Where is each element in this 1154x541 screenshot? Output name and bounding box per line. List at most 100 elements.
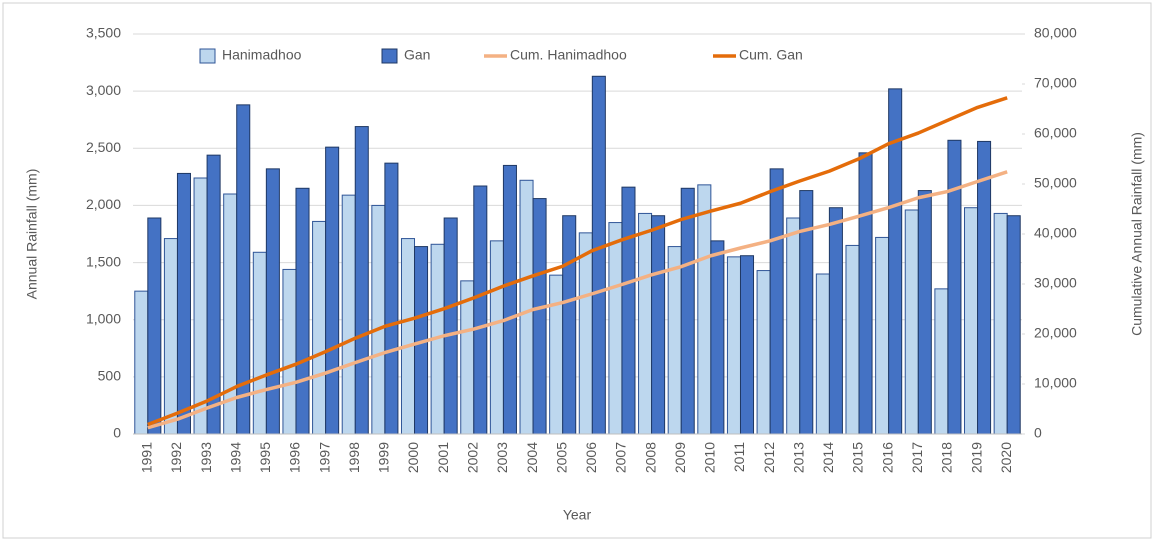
x-tick-label: 1999 xyxy=(376,442,392,473)
x-tick-label: 2006 xyxy=(583,442,599,473)
y-axis-title: Annual Rainfall (mm) xyxy=(24,169,40,300)
x-tick-label: 2002 xyxy=(464,442,480,473)
bar xyxy=(176,172,191,435)
bar xyxy=(875,236,890,435)
x-tick-label: 1996 xyxy=(287,442,303,473)
bar xyxy=(726,256,741,435)
bar xyxy=(163,238,178,435)
x-tick-label: 2019 xyxy=(968,442,984,473)
bar xyxy=(947,139,962,435)
x-tick-label: 1991 xyxy=(139,442,155,473)
y2-tick-label: 40,000 xyxy=(1034,225,1077,241)
bar xyxy=(193,177,208,435)
x-tick-label: 2010 xyxy=(702,442,718,473)
legend-swatch xyxy=(199,48,216,64)
x-tick-label: 1998 xyxy=(346,442,362,473)
bar xyxy=(252,251,267,435)
bar xyxy=(578,232,593,435)
x-tick-label: 2020 xyxy=(998,442,1014,473)
x-tick-label: 2008 xyxy=(642,442,658,473)
bar xyxy=(147,217,162,435)
bar xyxy=(667,246,682,435)
x-tick-label: 2003 xyxy=(494,442,510,473)
bar xyxy=(977,140,992,435)
bar xyxy=(828,207,843,435)
bar xyxy=(371,204,386,435)
bar xyxy=(697,184,712,435)
bar xyxy=(621,186,636,435)
bar xyxy=(815,273,830,435)
bar xyxy=(549,274,564,435)
x-tick-label: 1995 xyxy=(257,442,273,473)
legend-label: Hanimadhoo xyxy=(222,47,302,63)
line xyxy=(147,96,1008,427)
x-tick-label: 2009 xyxy=(672,442,688,473)
x-tick-label: 1992 xyxy=(168,442,184,473)
bar xyxy=(756,270,771,435)
y2-tick-label: 30,000 xyxy=(1034,275,1077,291)
y2-tick-label: 20,000 xyxy=(1034,325,1077,341)
legend-label: Cum. Gan xyxy=(739,47,803,63)
y2-tick-label: 0 xyxy=(1034,425,1042,441)
bar xyxy=(532,198,547,435)
x-tick-label: 1993 xyxy=(198,442,214,473)
bar xyxy=(993,212,1008,435)
legend-swatch xyxy=(381,48,398,64)
bar xyxy=(400,238,416,435)
y-tick-label: 3,000 xyxy=(86,82,121,98)
bar xyxy=(312,220,327,435)
y2-tick-label: 10,000 xyxy=(1034,375,1077,391)
x-tick-label: 1997 xyxy=(316,442,332,473)
y2-tick-label: 60,000 xyxy=(1034,125,1077,141)
bar xyxy=(904,209,919,435)
bar xyxy=(206,154,221,435)
bar xyxy=(858,152,873,435)
bar xyxy=(786,217,801,435)
y2-axis-title: Cumulative Annual Rainfall (mm) xyxy=(1129,132,1145,336)
bar xyxy=(325,146,340,435)
bar xyxy=(651,215,666,435)
bar xyxy=(295,187,310,435)
legend-label: Gan xyxy=(404,47,430,63)
x-tick-label: 2011 xyxy=(731,442,747,472)
bar xyxy=(502,164,517,435)
x-tick-label: 2007 xyxy=(613,442,629,473)
bar xyxy=(591,75,606,435)
bar xyxy=(562,215,577,435)
y-tick-label: 2,000 xyxy=(86,196,121,212)
y-tick-label: 2,500 xyxy=(86,139,121,155)
bar xyxy=(384,162,399,435)
x-tick-label: 2014 xyxy=(820,442,836,473)
bar xyxy=(845,244,860,435)
x-tick-label: 2005 xyxy=(553,442,569,473)
bar xyxy=(964,207,979,435)
bar xyxy=(608,222,623,435)
bar xyxy=(680,187,695,435)
y-tick-label: 0 xyxy=(113,425,121,441)
y2-tick-label: 70,000 xyxy=(1034,75,1077,91)
bar xyxy=(710,240,725,435)
x-tick-label: 2018 xyxy=(939,442,955,473)
line xyxy=(147,170,1008,430)
y2-tick-label: 80,000 xyxy=(1034,25,1077,41)
x-tick-label: 2000 xyxy=(405,442,421,473)
y2-tick-label: 50,000 xyxy=(1034,175,1077,191)
bar xyxy=(638,212,653,435)
x-axis-title: Year xyxy=(563,507,592,523)
y-tick-label: 500 xyxy=(98,368,122,384)
bar xyxy=(769,168,784,435)
bar xyxy=(282,268,297,435)
y-tick-label: 3,500 xyxy=(86,25,121,41)
bar xyxy=(519,179,534,435)
x-tick-label: 2012 xyxy=(761,442,777,473)
bar xyxy=(341,194,356,435)
bar xyxy=(1006,215,1021,435)
bar xyxy=(489,240,504,435)
bar xyxy=(934,288,949,435)
bar xyxy=(354,126,369,435)
bar xyxy=(134,290,149,435)
x-tick-label: 2001 xyxy=(435,442,451,473)
bar xyxy=(460,280,475,435)
